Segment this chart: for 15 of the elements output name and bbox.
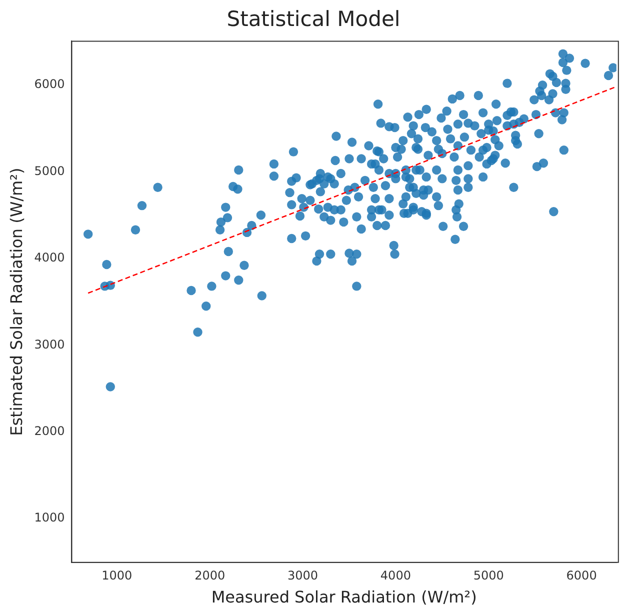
y-tick-label: 4000	[34, 250, 65, 265]
y-tick-label: 3000	[34, 337, 65, 352]
x-tick-label: 4000	[380, 568, 411, 583]
y-axis-title: Estimated Solar Radiation (W/m²)	[6, 168, 26, 436]
y-tick-label: 2000	[34, 424, 65, 438]
y-tick-label: 6000	[34, 77, 65, 92]
x-tick-label: 2000	[194, 568, 226, 583]
x-tick-label: 6000	[566, 568, 597, 583]
x-axis-title: Measured Solar Radiation (W/m²)	[211, 588, 477, 607]
y-tick-label: 1000	[34, 510, 65, 525]
x-tick-label: 3000	[287, 568, 318, 583]
x-tick-label: 5000	[473, 568, 504, 583]
x-tick-label: 1000	[102, 568, 132, 583]
y-tick-label: 5000	[34, 164, 65, 178]
chart-title: Statistical Model	[226, 7, 400, 32]
